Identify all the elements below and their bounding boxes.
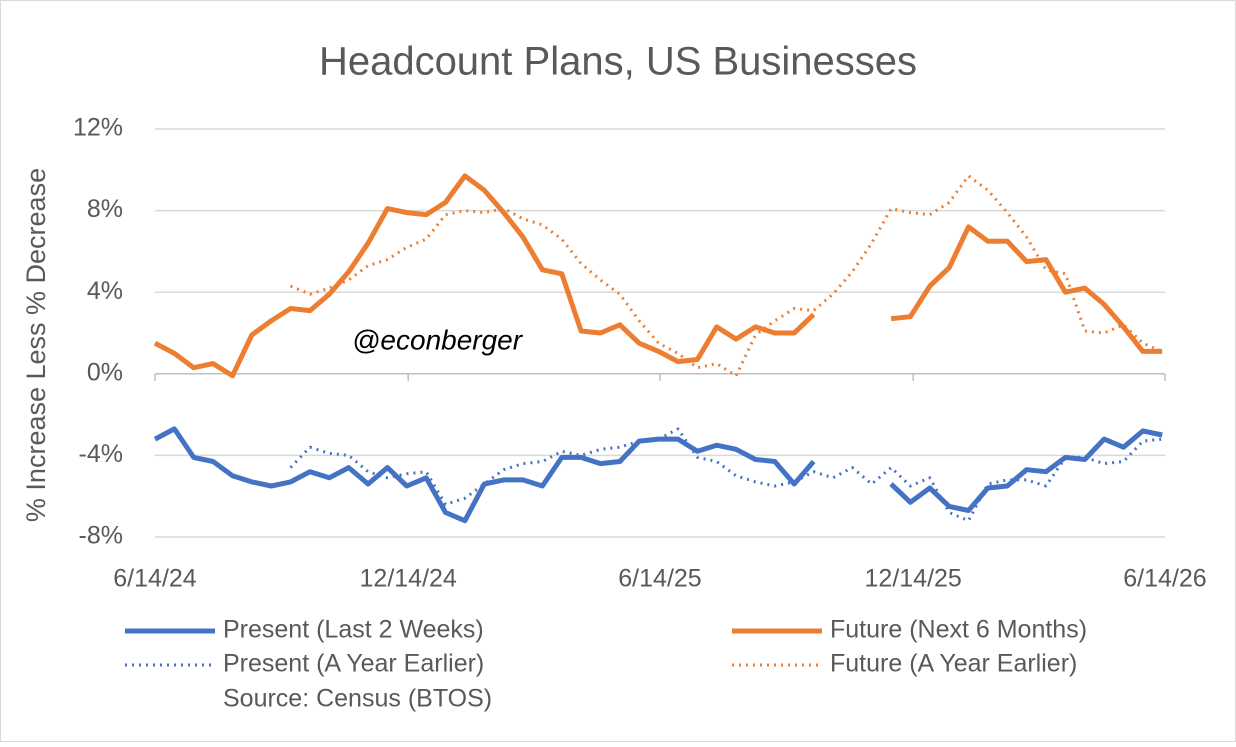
- legend-label: Future (A Year Earlier): [830, 650, 1077, 678]
- x-tick-label: 6/14/26: [1123, 565, 1206, 593]
- y-axis-label: % Increase Less % Decrease: [21, 168, 51, 522]
- annotation: @econberger: [352, 324, 524, 355]
- series-line: [153, 173, 1163, 379]
- y-tick-label: 8%: [87, 195, 123, 223]
- y-tick-label: -4%: [79, 440, 123, 468]
- y-tick-label: 12%: [73, 114, 123, 142]
- legend-label: Future (Next 6 Months): [830, 616, 1087, 644]
- legend-label: Present (Last 2 Weeks): [223, 616, 484, 644]
- x-tick-label: 12/14/25: [865, 565, 962, 593]
- y-tick-label: -8%: [79, 522, 123, 550]
- x-tick-label: 12/14/24: [360, 565, 457, 593]
- series-line: [153, 426, 1163, 524]
- legend-label: Present (A Year Earlier): [223, 650, 484, 678]
- source-note: Source: Census (BTOS): [223, 685, 492, 713]
- x-tick-label: 6/14/25: [618, 565, 701, 593]
- chart-title: Headcount Plans, US Businesses: [319, 40, 917, 84]
- y-tick-label: 0%: [87, 358, 123, 386]
- y-tick-label: 4%: [87, 277, 123, 305]
- x-tick-label: 6/14/24: [113, 565, 197, 593]
